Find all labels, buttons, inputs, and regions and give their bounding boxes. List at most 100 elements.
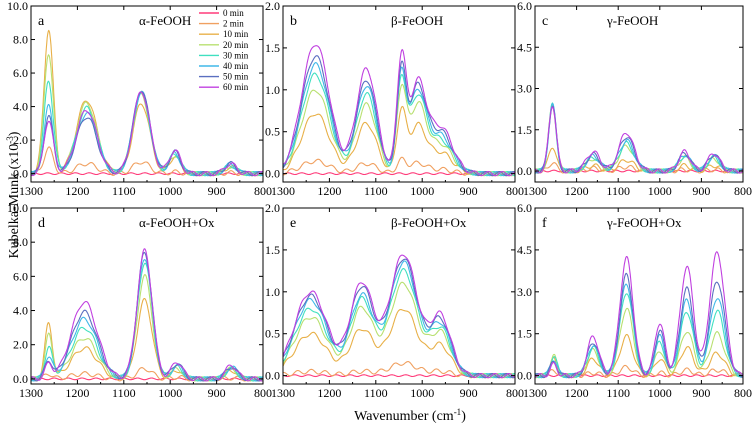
y-tick-label: 1.5 — [265, 243, 280, 257]
y-tick-label: 6.0 — [13, 66, 28, 80]
y-tick-label: 0.0 — [13, 372, 28, 386]
series-60-min-a — [31, 91, 263, 177]
panel-d-curves — [31, 248, 263, 382]
x-tick-label: 1000 — [410, 386, 434, 400]
series-30-min-e — [283, 268, 515, 379]
x-tick-label: 1100 — [112, 184, 136, 198]
series-50-min-b — [283, 55, 515, 177]
x-tick-label: 1200 — [317, 386, 341, 400]
x-tick-label: 800 — [506, 184, 524, 198]
y-tick-label: 0.5 — [265, 125, 280, 139]
x-tick-label: 1100 — [112, 386, 136, 400]
x-tick-label: 1200 — [565, 386, 589, 400]
series-50-min-f — [535, 272, 743, 379]
panel-e: 1300 1200 1100 1000 900 800 0.0 0.5 1.0 1.5 2.0 e β-… — [265, 201, 524, 400]
series-20-min-e — [283, 281, 515, 379]
panel-letter: f — [542, 216, 547, 231]
series-30-min-f — [535, 293, 743, 379]
x-tick-label: 1000 — [158, 184, 182, 198]
series-10-min-d — [31, 297, 263, 382]
x-tick-label: 900 — [460, 386, 478, 400]
x-tick-label: 1100 — [606, 386, 630, 400]
y-tick-label: 2.0 — [265, 201, 280, 215]
panel-e-frame — [282, 207, 516, 385]
panel-e-curves — [283, 254, 515, 379]
y-tick-label: 0.0 — [13, 167, 28, 181]
y-tick-label: 10.0 — [7, 0, 28, 13]
x-tick-label: 1300 — [19, 184, 43, 198]
y-tick-label: 8.0 — [13, 235, 28, 249]
panel-b-frame — [282, 5, 516, 183]
y-tick-label: 4.5 — [517, 40, 532, 54]
x-tick-label: 800 — [506, 386, 524, 400]
y-tick-label: 4.0 — [13, 100, 28, 114]
y-tick-label: 1.5 — [265, 41, 280, 55]
y-tick-label: 4.5 — [517, 243, 532, 257]
x-tick-label: 1000 — [648, 184, 672, 198]
panel-f: 1300 1200 1100 1000 900 800 0.0 1.5 3.0 4.5 6.0 f γ-… — [517, 201, 752, 400]
legend-label: 20 min — [223, 40, 249, 50]
y-tick-label: 0.0 — [265, 369, 280, 383]
panel-letter: c — [542, 14, 548, 29]
legend-label: 10 min — [223, 29, 249, 39]
panel-c-curves — [535, 102, 743, 174]
y-tick-label: 2.0 — [13, 338, 28, 352]
x-axis-title: Wavenumber (cm-1) — [354, 407, 466, 424]
series-2-min-a — [31, 146, 263, 177]
y-tick-label: 3.0 — [517, 285, 532, 299]
y-tick-label: 6.0 — [517, 0, 532, 13]
y-tick-label: 1.5 — [517, 327, 532, 341]
panel-letter: e — [290, 216, 296, 231]
panel-b: 1300 1200 1100 1000 900 800 0.0 0.5 1.0 1.5 2.0 b β-… — [265, 0, 524, 198]
series-0-min-a — [31, 172, 263, 176]
x-tick-label: 800 — [734, 184, 752, 198]
panel-a: 1300 1200 1100 1000 900 800 0.0 2.0 4.0 6.0 8.0 10.… — [7, 0, 272, 198]
series-10-min-b — [283, 105, 515, 177]
panel-title: β-FeOOH — [391, 13, 443, 28]
y-tick-label: 0.0 — [265, 167, 280, 181]
series-60-min-c — [535, 106, 743, 174]
panel-b-curves — [283, 45, 515, 177]
y-tick-label: 10.0 — [7, 201, 28, 215]
series-60-min-d — [31, 248, 263, 382]
x-tick-label: 1000 — [410, 184, 434, 198]
panel-c: 1300 1200 1100 1000 900 800 0.0 1.5 3.0 4.5 6.0 c γ-… — [517, 0, 752, 198]
panel-a-curves — [31, 29, 263, 177]
x-tick-label: 1300 — [271, 184, 295, 198]
panel-c-frame — [534, 5, 744, 183]
y-tick-label: 6.0 — [517, 201, 532, 215]
y-tick-label: 1.0 — [265, 83, 280, 97]
x-tick-label: 800 — [254, 184, 272, 198]
panel-title: α-FeOOH — [139, 13, 191, 28]
x-tick-label: 1100 — [606, 184, 630, 198]
series-50-min-a — [31, 91, 263, 177]
series-40-min-f — [535, 283, 743, 379]
x-tick-label: 900 — [692, 386, 710, 400]
x-tick-label: 1000 — [648, 386, 672, 400]
series-50-min-d — [31, 251, 263, 382]
x-tick-label: 800 — [734, 386, 752, 400]
legend-label: 0 min — [223, 8, 244, 18]
x-tick-label: 900 — [208, 386, 226, 400]
y-tick-label: 0.0 — [517, 369, 532, 383]
y-axis-title: Kubelka-Munk (x10-3) — [5, 131, 22, 258]
x-tick-label: 1000 — [158, 386, 182, 400]
x-tick-label: 1200 — [65, 184, 89, 198]
series-0-min-d — [31, 377, 263, 381]
series-50-min-e — [283, 258, 515, 379]
x-tick-label: 1200 — [565, 184, 589, 198]
legend-label: 30 min — [223, 50, 249, 60]
x-tick-label: 900 — [460, 184, 478, 198]
series-60-min-f — [535, 251, 743, 379]
y-tick-label: 6.0 — [13, 269, 28, 283]
x-tick-label: 1100 — [364, 386, 388, 400]
panel-title: β-FeOOH+Ox — [391, 215, 467, 230]
y-tick-label: 2.0 — [13, 133, 28, 147]
x-tick-label: 1300 — [271, 386, 295, 400]
x-tick-label: 1300 — [19, 386, 43, 400]
series-60-min-b — [283, 45, 515, 177]
y-tick-label: 1.5 — [517, 123, 532, 137]
panel-d: 1300 1200 1100 1000 900 800 0.0 2.0 4.0 6.0 8.0 10.… — [7, 201, 272, 400]
